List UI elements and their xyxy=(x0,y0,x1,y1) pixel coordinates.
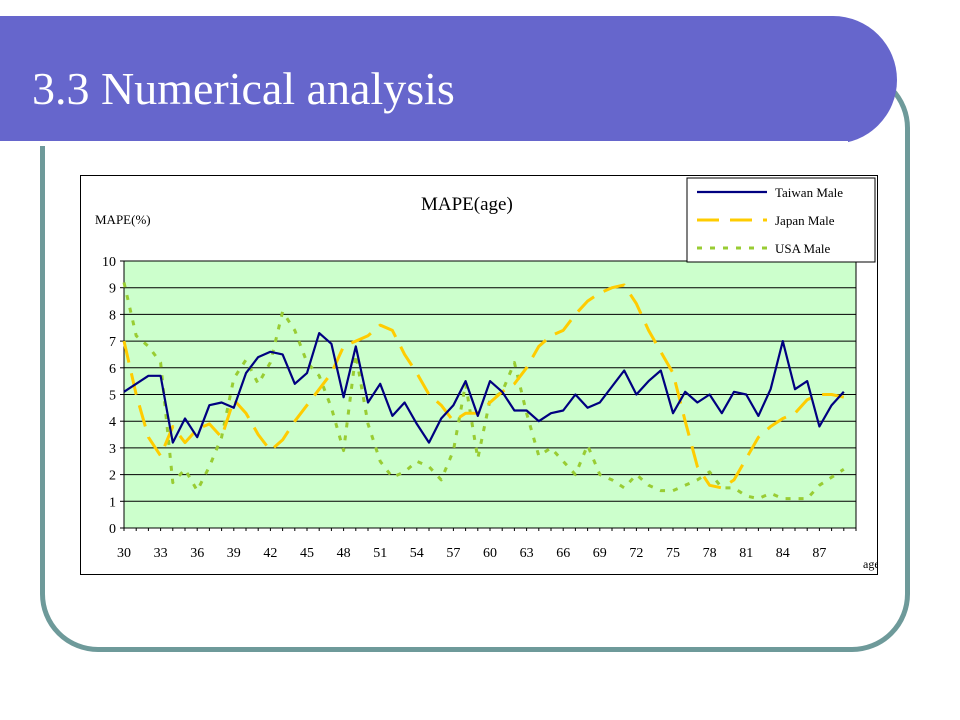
x-tick-label: 48 xyxy=(337,546,351,561)
x-tick-label: 57 xyxy=(446,546,460,561)
title-bar: 3.3 Numerical analysis xyxy=(0,16,897,146)
y-tick-label: 9 xyxy=(109,282,116,297)
x-tick-label: 36 xyxy=(190,546,204,561)
x-tick-label: 51 xyxy=(373,546,387,561)
y-tick-label: 3 xyxy=(109,442,116,457)
x-tick-label: 54 xyxy=(410,546,424,561)
y-axis-label: MAPE(%) xyxy=(95,212,151,227)
x-tick-label: 69 xyxy=(593,546,607,561)
y-tick-label: 8 xyxy=(109,308,116,323)
y-tick-label: 5 xyxy=(109,389,116,404)
series-line-usa-male xyxy=(122,282,845,501)
x-tick-label: 39 xyxy=(227,546,241,561)
x-axis-label: age xyxy=(863,557,877,571)
y-tick-label: 4 xyxy=(109,415,116,430)
legend-label: Japan Male xyxy=(775,213,835,228)
slide-title: 3.3 Numerical analysis xyxy=(32,63,455,114)
chart-title: MAPE(age) xyxy=(421,194,513,215)
legend-label: Taiwan Male xyxy=(775,185,843,200)
x-tick-label: 66 xyxy=(556,546,570,561)
y-tick-label: 0 xyxy=(109,522,116,537)
x-tick-label: 45 xyxy=(300,546,314,561)
series-line-japan-male xyxy=(122,283,845,490)
y-tick-label: 2 xyxy=(109,469,116,484)
x-tick-label: 72 xyxy=(629,546,643,561)
x-tick-label: 75 xyxy=(666,546,680,561)
x-tick-label: 63 xyxy=(520,546,534,561)
series-line-taiwan-male xyxy=(123,332,845,444)
chart-container: 0 1 2 3 4 5 6 7 8 9 10 30 33 36 39 42 45 48 51 54 57 60 63 66 69… xyxy=(80,175,880,575)
x-tick-label: 81 xyxy=(739,546,753,561)
x-tick-label: 84 xyxy=(776,546,790,561)
x-tick-label: 42 xyxy=(263,546,277,561)
x-tick-label: 87 xyxy=(812,546,826,561)
legend-label: USA Male xyxy=(775,241,830,256)
y-tick-label: 7 xyxy=(109,335,116,350)
y-tick-label: 10 xyxy=(102,255,116,270)
x-tick-label: 33 xyxy=(154,546,168,561)
x-tick-label: 60 xyxy=(483,546,497,561)
y-tick-label: 1 xyxy=(109,495,116,510)
title-underline xyxy=(0,141,848,146)
y-tick-label: 6 xyxy=(109,362,116,377)
x-tick-label: 30 xyxy=(117,546,131,561)
x-tick-label: 78 xyxy=(703,546,717,561)
